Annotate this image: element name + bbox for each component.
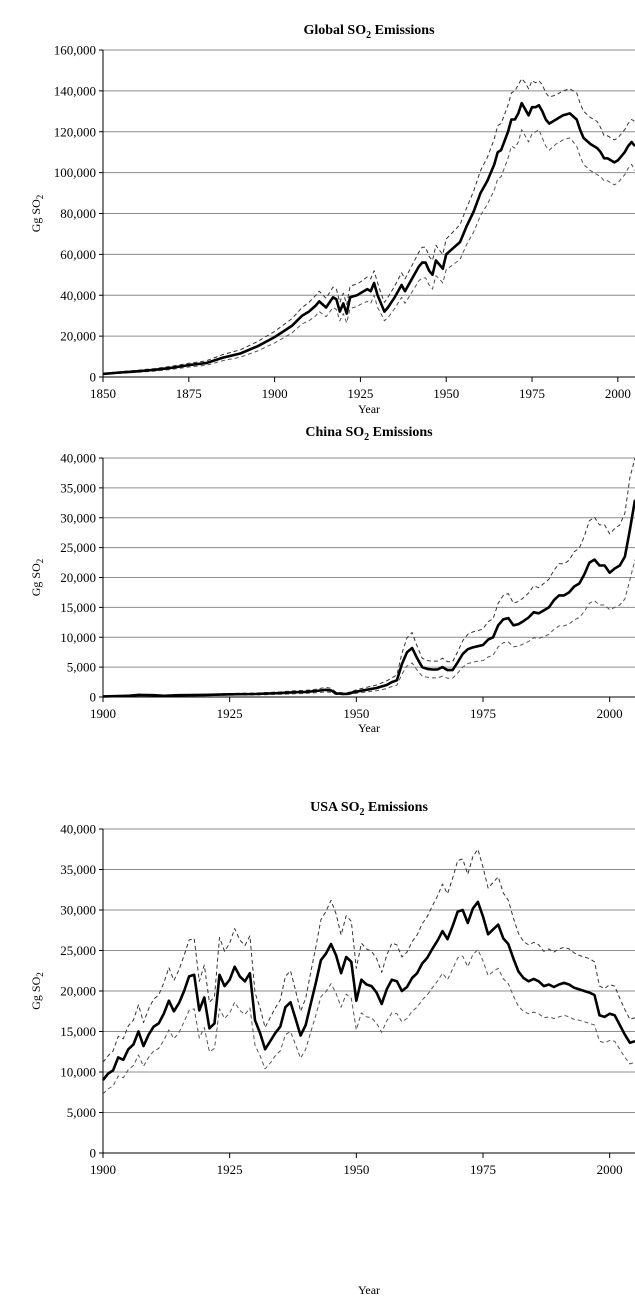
chart-panel-2: USA SO2 Emissions05,00010,00015,00020,00… xyxy=(29,800,635,1297)
series-line-central xyxy=(102,101,635,376)
x-tick-label: 1850 xyxy=(90,386,116,401)
y-tick-label: 25,000 xyxy=(60,540,96,555)
y-tick-label: 60,000 xyxy=(60,247,96,262)
y-tick-label: 40,000 xyxy=(60,451,96,466)
y-tick-label: 40,000 xyxy=(60,822,96,837)
y-tick-label: 5,000 xyxy=(67,660,96,675)
chart-title-end: Emissions xyxy=(365,800,429,815)
chart-panel-1: China SO2 Emissions05,00010,00015,00020,… xyxy=(29,425,635,735)
chart-title-subscript: 2 xyxy=(364,432,369,443)
y-tick-label: 20,000 xyxy=(60,329,96,344)
chart-title-end: Emissions xyxy=(369,425,433,440)
chart-title-subscript: 2 xyxy=(360,807,365,818)
y-tick-label: 25,000 xyxy=(60,943,96,958)
series-line-upper xyxy=(102,78,635,374)
y-axis-label-main: Gg SO xyxy=(29,563,43,596)
x-tick-label: 1950 xyxy=(343,1162,369,1177)
chart-title: China SO2 Emissions xyxy=(305,425,433,443)
chart-title-end: Emissions xyxy=(371,23,435,38)
y-axis-label-main: Gg SO xyxy=(29,976,43,1009)
y-tick-label: 0 xyxy=(90,370,97,385)
series-line-central xyxy=(102,499,635,698)
y-axis-label: Gg SO2 xyxy=(29,559,45,597)
y-tick-label: 20,000 xyxy=(60,570,96,585)
y-tick-label: 30,000 xyxy=(60,903,96,918)
chart-title-main: Global SO xyxy=(303,23,366,38)
y-axis-label-subscript: 2 xyxy=(35,195,45,200)
y-tick-label: 35,000 xyxy=(60,480,96,495)
y-axis-label: Gg SO2 xyxy=(29,972,45,1010)
chart-title-subscript: 2 xyxy=(366,30,371,41)
x-tick-label: 1925 xyxy=(217,1162,243,1177)
x-axis-label: Year xyxy=(358,402,380,416)
y-tick-label: 0 xyxy=(90,1146,97,1161)
y-tick-label: 140,000 xyxy=(54,83,96,98)
series-line-upper xyxy=(102,457,635,697)
y-axis-label-main: Gg SO xyxy=(29,199,43,232)
series-line-upper xyxy=(102,848,635,1063)
chart-title: USA SO2 Emissions xyxy=(310,800,428,818)
y-tick-label: 5,000 xyxy=(67,1105,96,1120)
y-tick-label: 100,000 xyxy=(54,165,96,180)
x-tick-label: 2000 xyxy=(597,706,623,721)
y-tick-label: 120,000 xyxy=(54,124,96,139)
x-tick-label: 1925 xyxy=(347,386,373,401)
x-tick-label: 2000 xyxy=(597,1162,623,1177)
x-axis-label: Year xyxy=(358,1283,380,1297)
chart-title: Global SO2 Emissions xyxy=(303,23,435,41)
x-tick-label: 1900 xyxy=(90,706,116,721)
y-tick-label: 10,000 xyxy=(60,1065,96,1080)
x-tick-label: 1975 xyxy=(470,1162,496,1177)
y-tick-label: 0 xyxy=(90,690,97,705)
series-line-lower xyxy=(102,949,635,1095)
series-line-lower xyxy=(102,559,635,698)
y-tick-label: 35,000 xyxy=(60,862,96,877)
y-tick-label: 15,000 xyxy=(60,600,96,615)
y-tick-label: 80,000 xyxy=(60,206,96,221)
x-tick-label: 1975 xyxy=(470,706,496,721)
x-tick-label: 1975 xyxy=(519,386,545,401)
y-axis-label-subscript: 2 xyxy=(35,559,45,564)
x-tick-label: 1875 xyxy=(176,386,202,401)
y-tick-label: 15,000 xyxy=(60,1024,96,1039)
series-line-central xyxy=(101,900,635,1081)
x-tick-label: 1950 xyxy=(343,706,369,721)
chart-panel-0: Global SO2 Emissions020,00040,00060,0008… xyxy=(29,23,635,416)
series-line-lower xyxy=(102,129,635,375)
x-tick-label: 1900 xyxy=(90,1162,116,1177)
x-tick-label: 1925 xyxy=(217,706,243,721)
chart-title-main: China SO xyxy=(305,425,364,440)
x-tick-label: 2000 xyxy=(605,386,631,401)
y-axis-label-subscript: 2 xyxy=(35,972,45,977)
y-axis-label: Gg SO2 xyxy=(29,195,45,233)
y-tick-label: 10,000 xyxy=(60,630,96,645)
y-tick-label: 20,000 xyxy=(60,984,96,999)
y-tick-label: 40,000 xyxy=(60,288,96,303)
y-tick-label: 30,000 xyxy=(60,510,96,525)
chart-title-main: USA SO xyxy=(310,800,360,815)
x-axis-label: Year xyxy=(358,721,380,735)
x-tick-label: 1900 xyxy=(262,386,288,401)
y-tick-label: 160,000 xyxy=(54,43,96,58)
x-tick-label: 1950 xyxy=(433,386,459,401)
